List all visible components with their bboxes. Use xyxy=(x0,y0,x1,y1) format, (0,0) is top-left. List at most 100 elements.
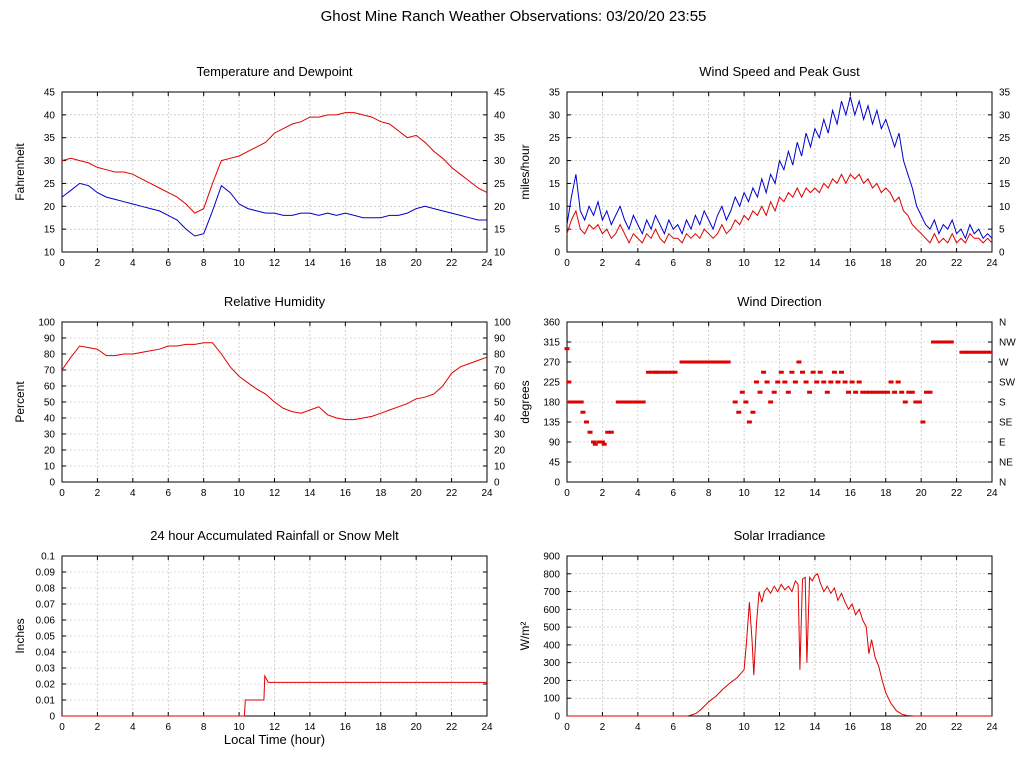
svg-text:0.07: 0.07 xyxy=(36,600,56,611)
svg-text:35: 35 xyxy=(494,133,506,144)
svg-text:10: 10 xyxy=(44,248,56,259)
svg-text:25: 25 xyxy=(549,133,561,144)
svg-text:4: 4 xyxy=(635,258,641,269)
svg-text:20: 20 xyxy=(411,488,423,499)
svg-text:0: 0 xyxy=(564,258,570,269)
svg-text:45: 45 xyxy=(494,88,506,99)
svg-text:0.03: 0.03 xyxy=(36,664,56,675)
svg-text:0: 0 xyxy=(554,712,560,723)
svg-text:22: 22 xyxy=(446,258,458,269)
svg-text:8: 8 xyxy=(201,488,207,499)
svg-text:6: 6 xyxy=(165,722,171,733)
svg-text:20: 20 xyxy=(411,258,423,269)
svg-text:30: 30 xyxy=(999,110,1011,121)
svg-text:16: 16 xyxy=(340,258,352,269)
svg-text:NE: NE xyxy=(999,458,1013,469)
svg-text:360: 360 xyxy=(543,318,560,329)
svg-text:14: 14 xyxy=(809,258,821,269)
svg-text:14: 14 xyxy=(304,258,316,269)
svg-text:2: 2 xyxy=(95,722,101,733)
svg-text:90: 90 xyxy=(494,334,506,345)
svg-text:N: N xyxy=(999,318,1006,329)
svg-text:4: 4 xyxy=(635,488,641,499)
svg-text:16: 16 xyxy=(845,258,857,269)
svg-text:90: 90 xyxy=(549,438,561,449)
svg-text:20: 20 xyxy=(916,488,928,499)
chart-title: Wind Direction xyxy=(737,294,822,309)
svg-text:18: 18 xyxy=(880,722,892,733)
svg-text:22: 22 xyxy=(951,722,963,733)
svg-text:45: 45 xyxy=(549,458,561,469)
svg-text:24: 24 xyxy=(986,722,998,733)
svg-text:24: 24 xyxy=(481,488,493,499)
svg-text:E: E xyxy=(999,438,1006,449)
svg-text:22: 22 xyxy=(446,722,458,733)
svg-text:18: 18 xyxy=(375,488,387,499)
x-axis-label: Local Time (hour) xyxy=(223,732,326,747)
svg-text:8: 8 xyxy=(201,258,207,269)
svg-text:50: 50 xyxy=(44,398,56,409)
svg-text:8: 8 xyxy=(706,488,712,499)
svg-text:225: 225 xyxy=(543,378,560,389)
svg-text:100: 100 xyxy=(543,694,560,705)
rainfall-plot: 0 2 4 6 8 10 12 14 16 18 20 22 2400.010.020.030.040.… xyxy=(36,552,493,734)
svg-text:10: 10 xyxy=(494,248,506,259)
svg-text:12: 12 xyxy=(269,722,281,733)
svg-text:30: 30 xyxy=(494,430,506,441)
svg-text:0.05: 0.05 xyxy=(36,632,56,643)
svg-text:6: 6 xyxy=(670,258,676,269)
svg-text:0: 0 xyxy=(49,712,55,723)
svg-text:10: 10 xyxy=(44,462,56,473)
svg-text:80: 80 xyxy=(494,350,506,361)
svg-text:20: 20 xyxy=(494,202,506,213)
chart-title: Temperature and Dewpoint xyxy=(196,64,353,79)
svg-text:400: 400 xyxy=(543,640,560,651)
svg-text:20: 20 xyxy=(44,446,56,457)
svg-text:10: 10 xyxy=(739,258,751,269)
svg-text:6: 6 xyxy=(670,722,676,733)
svg-text:25: 25 xyxy=(44,179,56,190)
svg-text:6: 6 xyxy=(165,488,171,499)
svg-text:45: 45 xyxy=(44,88,56,99)
svg-text:0.1: 0.1 xyxy=(41,552,55,563)
svg-text:2: 2 xyxy=(95,258,101,269)
svg-text:0.02: 0.02 xyxy=(36,680,56,691)
svg-text:700: 700 xyxy=(543,587,560,598)
chart-rainfall: 24 hour Accumulated Rainfall or Snow Mel… xyxy=(0,522,515,756)
svg-text:24: 24 xyxy=(481,722,493,733)
svg-text:5: 5 xyxy=(999,225,1005,236)
svg-text:16: 16 xyxy=(845,488,857,499)
chart-title: 24 hour Accumulated Rainfall or Snow Mel… xyxy=(150,528,399,543)
svg-text:16: 16 xyxy=(340,488,352,499)
svg-text:24: 24 xyxy=(986,488,998,499)
svg-text:20: 20 xyxy=(44,202,56,213)
svg-text:0.06: 0.06 xyxy=(36,616,56,627)
svg-text:0: 0 xyxy=(554,478,560,489)
svg-text:10: 10 xyxy=(494,462,506,473)
svg-text:70: 70 xyxy=(494,366,506,377)
svg-text:4: 4 xyxy=(130,258,136,269)
svg-text:S: S xyxy=(999,398,1006,409)
svg-text:6: 6 xyxy=(670,488,676,499)
svg-text:25: 25 xyxy=(999,133,1011,144)
svg-text:20: 20 xyxy=(916,722,928,733)
svg-text:0: 0 xyxy=(554,248,560,259)
svg-text:16: 16 xyxy=(340,722,352,733)
svg-text:8: 8 xyxy=(201,722,207,733)
svg-text:16: 16 xyxy=(845,722,857,733)
svg-text:12: 12 xyxy=(269,488,281,499)
svg-text:12: 12 xyxy=(269,258,281,269)
svg-text:4: 4 xyxy=(635,722,641,733)
svg-text:2: 2 xyxy=(600,258,606,269)
svg-text:70: 70 xyxy=(44,366,56,377)
svg-text:24: 24 xyxy=(986,258,998,269)
svg-text:0: 0 xyxy=(564,722,570,733)
svg-text:22: 22 xyxy=(951,258,963,269)
svg-text:50: 50 xyxy=(494,398,506,409)
svg-text:135: 135 xyxy=(543,418,560,429)
svg-text:60: 60 xyxy=(44,382,56,393)
svg-text:NW: NW xyxy=(999,338,1016,349)
